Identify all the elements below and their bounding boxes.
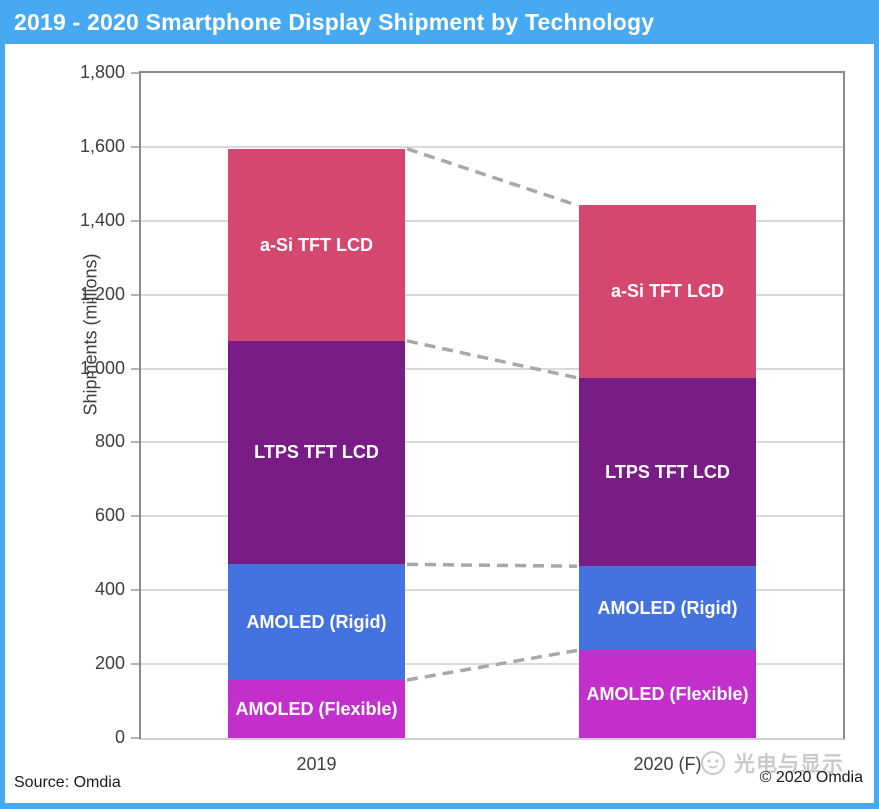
trend-connector-line	[406, 562, 578, 568]
watermark-text: 光电与显示	[734, 753, 844, 776]
segment-label: LTPS TFT LCD	[254, 442, 379, 463]
segment-label: AMOLED (Rigid)	[246, 612, 387, 633]
bar-segment: a-Si TFT LCD	[579, 205, 756, 378]
y-tick-label: 1,600	[79, 135, 125, 156]
segment-label: a-Si TFT LCD	[611, 281, 724, 302]
gridline	[141, 441, 843, 444]
y-tick-label: 1,400	[79, 209, 125, 230]
source-text: Source: Omdia	[14, 774, 121, 791]
bar-segment: AMOLED (Rigid)	[579, 566, 756, 651]
watermark: 光电与显示	[700, 748, 844, 778]
y-tick-label: 0	[114, 727, 125, 747]
y-tick-label: 200	[94, 653, 125, 674]
title-bar: 2019 - 2020 Smartphone Display Shipment …	[0, 0, 879, 44]
y-tick-mark	[131, 219, 139, 222]
gridline	[141, 589, 843, 592]
gridline	[141, 515, 843, 518]
gridline	[141, 145, 843, 148]
bar-2020-f: AMOLED (Flexible) AMOLED (Rigid) LTPS TFT …	[579, 205, 756, 738]
y-tick-mark	[131, 737, 139, 739]
y-tick-label: 600	[94, 505, 125, 526]
y-axis-title: Shipments (millions)	[80, 253, 101, 416]
y-tick-mark	[131, 589, 139, 592]
bar-segment: a-Si TFT LCD	[228, 148, 405, 341]
trend-connector-line	[406, 147, 578, 207]
x-axis-label: 2019	[296, 754, 337, 774]
y-tick-label: 400	[94, 579, 125, 600]
y-tick-label: 1,800	[79, 62, 125, 82]
y-tick-mark	[131, 367, 139, 370]
y-tick-mark	[131, 72, 139, 74]
trend-connector-line	[406, 648, 578, 682]
y-tick-label: 1,000	[79, 357, 125, 378]
x-axis-label: 2020 (F)	[633, 754, 702, 774]
watermark-face-icon	[701, 751, 725, 775]
y-tick-mark	[131, 515, 139, 518]
y-tick-label: 800	[94, 431, 125, 452]
trend-connector-line	[406, 339, 578, 380]
y-tick-mark	[131, 441, 139, 444]
bar-segment: LTPS TFT LCD	[579, 377, 756, 567]
gridline	[141, 219, 843, 222]
y-tick-mark	[131, 145, 139, 148]
y-tick-label: 1,200	[79, 283, 125, 304]
bar-segment: AMOLED (Flexible)	[579, 650, 756, 738]
segment-label: LTPS TFT LCD	[605, 461, 730, 482]
bar-2019: AMOLED (Flexible) AMOLED (Rigid) LTPS TFT …	[228, 148, 405, 738]
y-tick-mark	[131, 293, 139, 296]
segment-label: a-Si TFT LCD	[260, 234, 373, 255]
copyright-text: © 2020 Omdia	[759, 769, 863, 786]
gridline	[141, 293, 843, 296]
plot-area: AMOLED (Flexible) AMOLED (Rigid) LTPS TFT …	[139, 71, 845, 740]
chart-title: 2019 - 2020 Smartphone Display Shipment …	[14, 8, 655, 35]
bar-segment: AMOLED (Rigid)	[228, 564, 405, 680]
bar-segment: LTPS TFT LCD	[228, 340, 405, 565]
segment-label: AMOLED (Rigid)	[597, 598, 738, 619]
bar-segment: AMOLED (Flexible)	[228, 680, 405, 738]
segment-label: AMOLED (Flexible)	[586, 684, 749, 705]
y-tick-mark	[131, 663, 139, 666]
segment-label: AMOLED (Flexible)	[235, 698, 398, 719]
